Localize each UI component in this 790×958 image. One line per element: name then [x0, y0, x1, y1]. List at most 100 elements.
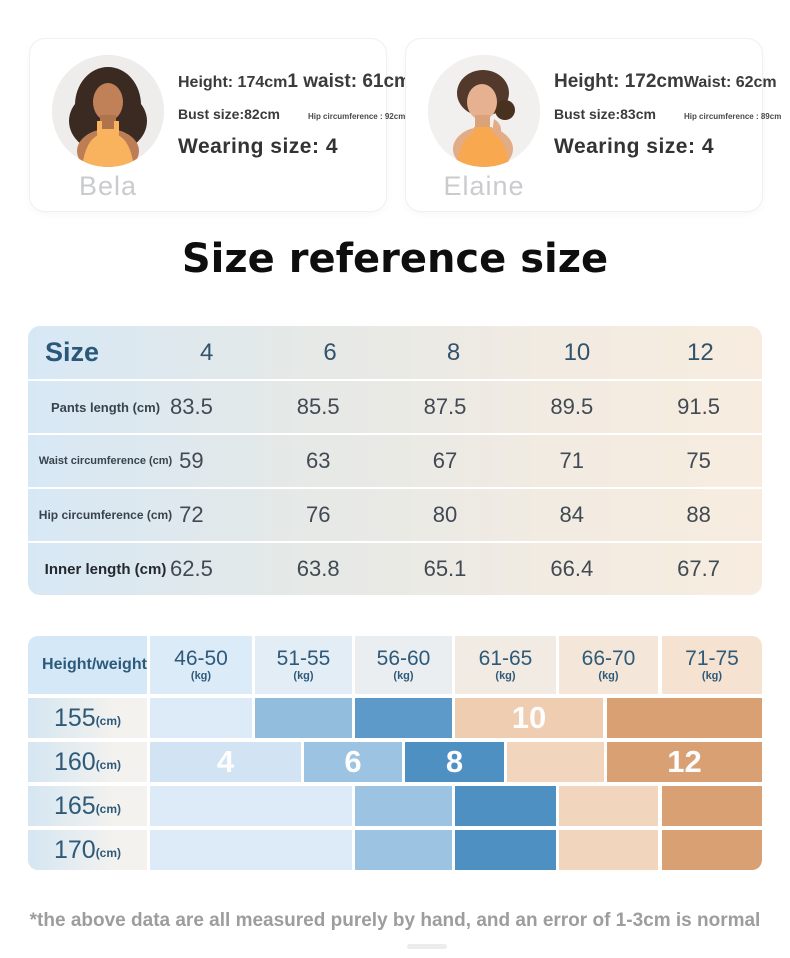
- size-value-cell: 67.7: [677, 556, 720, 581]
- size-recommendation-block: [255, 698, 352, 738]
- matrix-corner-label: Height/weight: [28, 636, 147, 694]
- size-column-header: 4: [200, 338, 214, 366]
- size-value-cell: 83.5: [169, 394, 213, 419]
- size-table-header-label: Size: [45, 337, 100, 367]
- size-recommendation-block: [150, 786, 352, 826]
- size-recommendation-block: [455, 830, 556, 870]
- size-table-row: Waist circumference (cm) 59 63 67 71 75: [28, 433, 762, 487]
- wearing-size: Wearing size: 4: [178, 135, 338, 158]
- size-row-label: Hip circumference (cm): [38, 508, 173, 522]
- height-row-label: 155 (cm): [28, 698, 147, 738]
- size-recommendation-block: 8: [405, 742, 504, 782]
- size-value-cell: 65.1: [423, 556, 467, 581]
- size-recommendation-block: [559, 830, 658, 870]
- height-unit: (cm): [95, 758, 122, 772]
- wearing-size: Wearing size: 4: [554, 135, 714, 158]
- size-recommendation-block: [507, 742, 604, 782]
- size-value-cell: 63.8: [296, 556, 340, 581]
- weight-range: 66-70: [581, 646, 636, 670]
- size-value-cell: 88: [686, 502, 711, 527]
- matrix-row: 155 (cm) 10: [28, 698, 762, 738]
- model-photo-bela-illustration: [52, 55, 164, 167]
- weight-unit: (kg): [293, 669, 314, 682]
- weight-range: 71-75: [685, 646, 739, 670]
- weight-column-header: 66-70 (kg): [559, 636, 658, 694]
- size-recommendation-block: [455, 786, 556, 826]
- weight-unit: (kg): [393, 669, 414, 682]
- weight-range: 46-50: [174, 646, 228, 670]
- weight-column-header: 46-50 (kg): [150, 636, 252, 694]
- size-table: Size 4 6 8 10 12 Pants length (cm) 83.5 85.5 87.5…: [28, 326, 762, 595]
- size-value-cell: 76: [305, 502, 331, 527]
- bust-value: Bust size:82cm: [178, 106, 280, 122]
- height-value: 160: [53, 747, 96, 776]
- size-table-row: Inner length (cm) 62.5 63.8 65.1 66.4 67.7: [28, 541, 762, 595]
- size-table-row: Hip circumference (cm) 72 76 80 84 88: [28, 487, 762, 541]
- page-title: Size reference size: [181, 236, 609, 282]
- weight-range: 51-55: [276, 646, 331, 670]
- size-recommendation-block: [559, 786, 658, 826]
- size-value-cell: 62.5: [169, 556, 213, 581]
- size-recommendation-block: [607, 698, 762, 738]
- matrix-row: 170 (cm): [28, 830, 762, 870]
- model-card-bela: Bela Height: 174cm1 waist: 61cm Bust siz…: [29, 38, 411, 212]
- size-value-cell: 84: [559, 502, 585, 527]
- size-column-header: 12: [686, 338, 714, 366]
- height-weight-matrix: Height/weight 46-50 (kg) 51-55 (kg) 56-60 (kg)…: [28, 636, 762, 870]
- height-value: 165: [53, 791, 96, 820]
- model-card-elaine: Elaine Height: 172cmWaist: 62cm Bust siz…: [405, 38, 781, 212]
- height-waist-line: Height: 174cm1 waist: 61cm: [178, 71, 411, 93]
- weight-unit: (kg): [190, 669, 212, 682]
- size-value-cell: 63: [305, 448, 331, 473]
- waist-value: 1 waist: 61cm: [287, 71, 411, 92]
- model-name: Bela: [78, 171, 138, 201]
- size-recommendation-block: [150, 698, 252, 738]
- size-row-label: Waist circumference (cm): [38, 455, 173, 467]
- model-stats: Height: 172cmWaist: 62cm Bust size:83cm H…: [554, 71, 781, 159]
- weight-unit: (kg): [701, 669, 723, 682]
- height-row-label: 170 (cm): [28, 830, 147, 870]
- size-value-cell: 85.5: [296, 394, 340, 419]
- height-value: 170: [53, 835, 96, 864]
- weight-column-header: 71-75 (kg): [662, 636, 762, 694]
- size-recommendation-block: [662, 830, 762, 870]
- size-value-cell: 66.4: [550, 556, 594, 581]
- size-value-cell: 87.5: [423, 394, 467, 419]
- weight-range: 56-60: [376, 646, 431, 670]
- bust-hip-line: Bust size:82cm Hip circumference : 92cm: [178, 106, 405, 124]
- bust-value: Bust size:83cm: [554, 106, 656, 122]
- size-recommendation-block: 6: [304, 742, 402, 782]
- footnote: *the above data are all measured purely …: [29, 910, 761, 931]
- height-unit: (cm): [95, 714, 122, 728]
- model-photo-elaine: [428, 55, 540, 167]
- height-unit: (cm): [95, 802, 122, 816]
- size-value-cell: 72: [179, 502, 204, 527]
- weight-column-header: 51-55 (kg): [255, 636, 352, 694]
- size-recommendation-block: [662, 786, 762, 826]
- home-indicator: [407, 944, 447, 949]
- model-stats: Height: 174cm1 waist: 61cm Bust size:82c…: [178, 71, 411, 159]
- size-column-header: 8: [446, 338, 461, 366]
- size-value-cell: 71: [559, 448, 585, 473]
- weight-unit: (kg): [495, 669, 516, 682]
- model-name: Elaine: [443, 171, 525, 201]
- size-recommendation-block: [355, 830, 452, 870]
- size-recommendation-block: 4: [150, 742, 301, 782]
- size-table-header-row: Size 4 6 8 10 12: [28, 326, 762, 379]
- size-value-cell: 67: [432, 448, 458, 473]
- bust-hip-line: Bust size:83cm Hip circumference : 89cm: [554, 106, 781, 124]
- size-recommendation-block: [355, 786, 452, 826]
- height-value: Height: 172cm: [554, 71, 684, 92]
- height-row-label: 160 (cm): [28, 742, 147, 782]
- hip-value: Hip circumference : 92cm: [307, 112, 406, 121]
- weight-column-header: 61-65 (kg): [455, 636, 556, 694]
- weight-range: 61-65: [478, 646, 533, 670]
- size-row-label: Pants length (cm): [50, 399, 161, 415]
- height-value: 155: [53, 703, 96, 732]
- model-photo-bela: [52, 55, 164, 167]
- weight-unit: (kg): [598, 669, 619, 682]
- weight-column-header: 56-60 (kg): [355, 636, 452, 694]
- height-row-label: 165 (cm): [28, 786, 147, 826]
- model-photo-elaine-illustration: [428, 55, 540, 167]
